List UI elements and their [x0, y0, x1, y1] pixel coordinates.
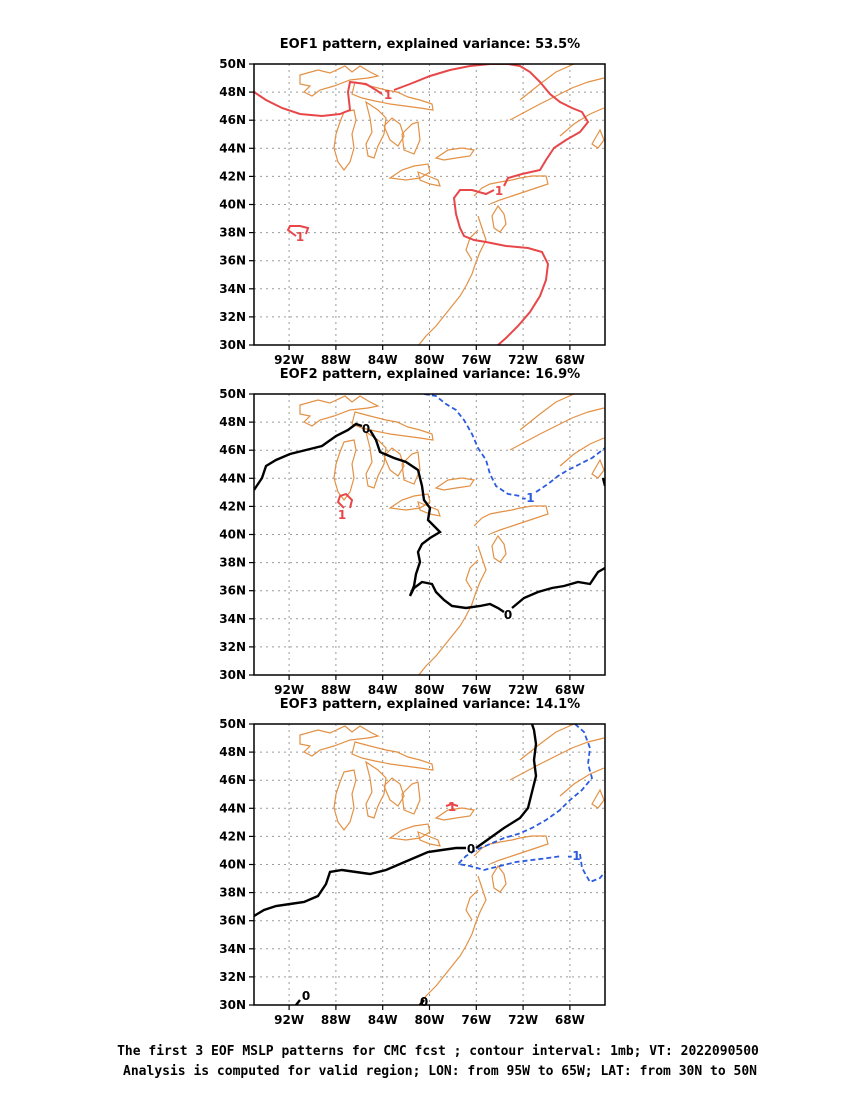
caption-line-2: Analysis is computed for valid region; L… [123, 1064, 757, 1079]
contour-label-positive: 1 [448, 800, 456, 814]
caption-line-1: The first 3 EOF MSLP patterns for CMC fc… [117, 1044, 759, 1059]
y-tick-label: 40N [219, 858, 246, 872]
y-tick-label: 50N [219, 57, 246, 71]
eof1-title: EOF1 pattern, explained variance: 53.5% [280, 37, 580, 52]
y-axis-ticks: 50N 48N 46N 44N 42N 40N 38N 36N 34N 32N 30N [219, 387, 254, 682]
y-tick-label: 46N [219, 113, 246, 127]
y-tick-label: 48N [219, 415, 246, 429]
y-tick-label: 30N [219, 998, 246, 1012]
y-tick-label: 46N [219, 773, 246, 787]
y-tick-label: 30N [219, 338, 246, 352]
contour-zero [254, 724, 538, 918]
contour-positive [452, 189, 550, 345]
x-tick-label: 92W [274, 353, 304, 367]
contour-positive [254, 64, 590, 187]
x-tick-label: 76W [461, 683, 491, 697]
y-tick-label: 34N [219, 282, 246, 296]
eof1-panel: EOF1 pattern, explained variance: 53.5% … [219, 37, 606, 367]
contour-label-negative: -1 [567, 849, 580, 863]
y-tick-label: 38N [219, 886, 246, 900]
contour-label-zero: 0 [504, 608, 512, 622]
y-tick-label: 42N [219, 829, 246, 843]
x-tick-label: 80W [415, 683, 445, 697]
map-grid [254, 724, 605, 1005]
map-grid [254, 394, 605, 675]
y-tick-label: 36N [219, 254, 246, 268]
contour-negative [456, 724, 605, 884]
x-tick-label: 92W [274, 1013, 304, 1027]
contour-label-zero: 0 [302, 989, 310, 1003]
x-axis-ticks: 92W 88W 84W 80W 76W 72W 68W [274, 675, 585, 697]
y-tick-label: 40N [219, 528, 246, 542]
y-axis-ticks: 50N 48N 46N 44N 42N 40N 38N 36N 34N 32N 30N [219, 57, 254, 352]
x-tick-label: 72W [508, 683, 538, 697]
contour-zero [295, 999, 425, 1005]
y-tick-label: 48N [219, 745, 246, 759]
eof2-title: EOF2 pattern, explained variance: 16.9% [280, 367, 580, 382]
contour-negative [423, 394, 605, 497]
x-tick-label: 88W [321, 1013, 351, 1027]
x-tick-label: 68W [555, 353, 585, 367]
contour-label-zero: 0 [362, 422, 370, 436]
y-tick-label: 50N [219, 717, 246, 731]
contour-label-positive: 1 [495, 184, 503, 198]
y-tick-label: 30N [219, 668, 246, 682]
contour-zero [254, 422, 605, 613]
y-tick-label: 42N [219, 499, 246, 513]
coastline [299, 724, 605, 1005]
y-tick-label: 34N [219, 942, 246, 956]
y-tick-label: 36N [219, 584, 246, 598]
x-tick-label: 72W [508, 353, 538, 367]
y-tick-label: 44N [219, 801, 246, 815]
x-tick-label: 92W [274, 683, 304, 697]
y-tick-label: 32N [219, 970, 246, 984]
x-tick-label: 76W [461, 353, 491, 367]
contour-label-positive: 1 [296, 230, 304, 244]
contour-positive [336, 492, 354, 509]
x-tick-label: 84W [368, 683, 398, 697]
x-tick-label: 88W [321, 683, 351, 697]
eof2-panel: EOF2 pattern, explained variance: 16.9% … [219, 367, 606, 697]
contour-label-positive: 1 [384, 88, 392, 102]
y-tick-label: 44N [219, 141, 246, 155]
x-tick-label: 80W [415, 353, 445, 367]
eof3-title: EOF3 pattern, explained variance: 14.1% [280, 697, 580, 712]
x-tick-label: 80W [415, 1013, 445, 1027]
y-tick-label: 44N [219, 471, 246, 485]
x-tick-label: 84W [368, 1013, 398, 1027]
x-tick-label: 88W [321, 353, 351, 367]
x-axis-ticks: 92W 88W 84W 80W 76W 72W 68W [274, 345, 585, 367]
y-axis-ticks: 50N 48N 46N 44N 42N 40N 38N 36N 34N 32N 30N [219, 717, 254, 1012]
x-tick-label: 72W [508, 1013, 538, 1027]
y-tick-label: 42N [219, 169, 246, 183]
map-grid [254, 64, 605, 345]
y-tick-label: 46N [219, 443, 246, 457]
x-tick-label: 84W [368, 353, 398, 367]
contour-label-zero: 0 [467, 842, 475, 856]
y-tick-label: 38N [219, 556, 246, 570]
contour-positive [286, 225, 310, 237]
y-tick-label: 50N [219, 387, 246, 401]
y-tick-label: 34N [219, 612, 246, 626]
contour-label-positive: 1 [338, 508, 346, 522]
x-axis-ticks: 92W 88W 84W 80W 76W 72W 68W [274, 1005, 585, 1027]
y-tick-label: 32N [219, 640, 246, 654]
y-tick-label: 38N [219, 226, 246, 240]
contour-positive [445, 802, 459, 807]
x-tick-label: 68W [555, 1013, 585, 1027]
x-tick-label: 76W [461, 1013, 491, 1027]
y-tick-label: 40N [219, 198, 246, 212]
y-tick-label: 36N [219, 914, 246, 928]
y-tick-label: 48N [219, 85, 246, 99]
x-tick-label: 68W [555, 683, 585, 697]
contour-label-negative: -1 [521, 491, 534, 505]
y-tick-label: 32N [219, 310, 246, 324]
contour-label-zero: 0 [420, 995, 428, 1009]
eof3-panel: EOF3 pattern, explained variance: 14.1% … [219, 697, 606, 1027]
